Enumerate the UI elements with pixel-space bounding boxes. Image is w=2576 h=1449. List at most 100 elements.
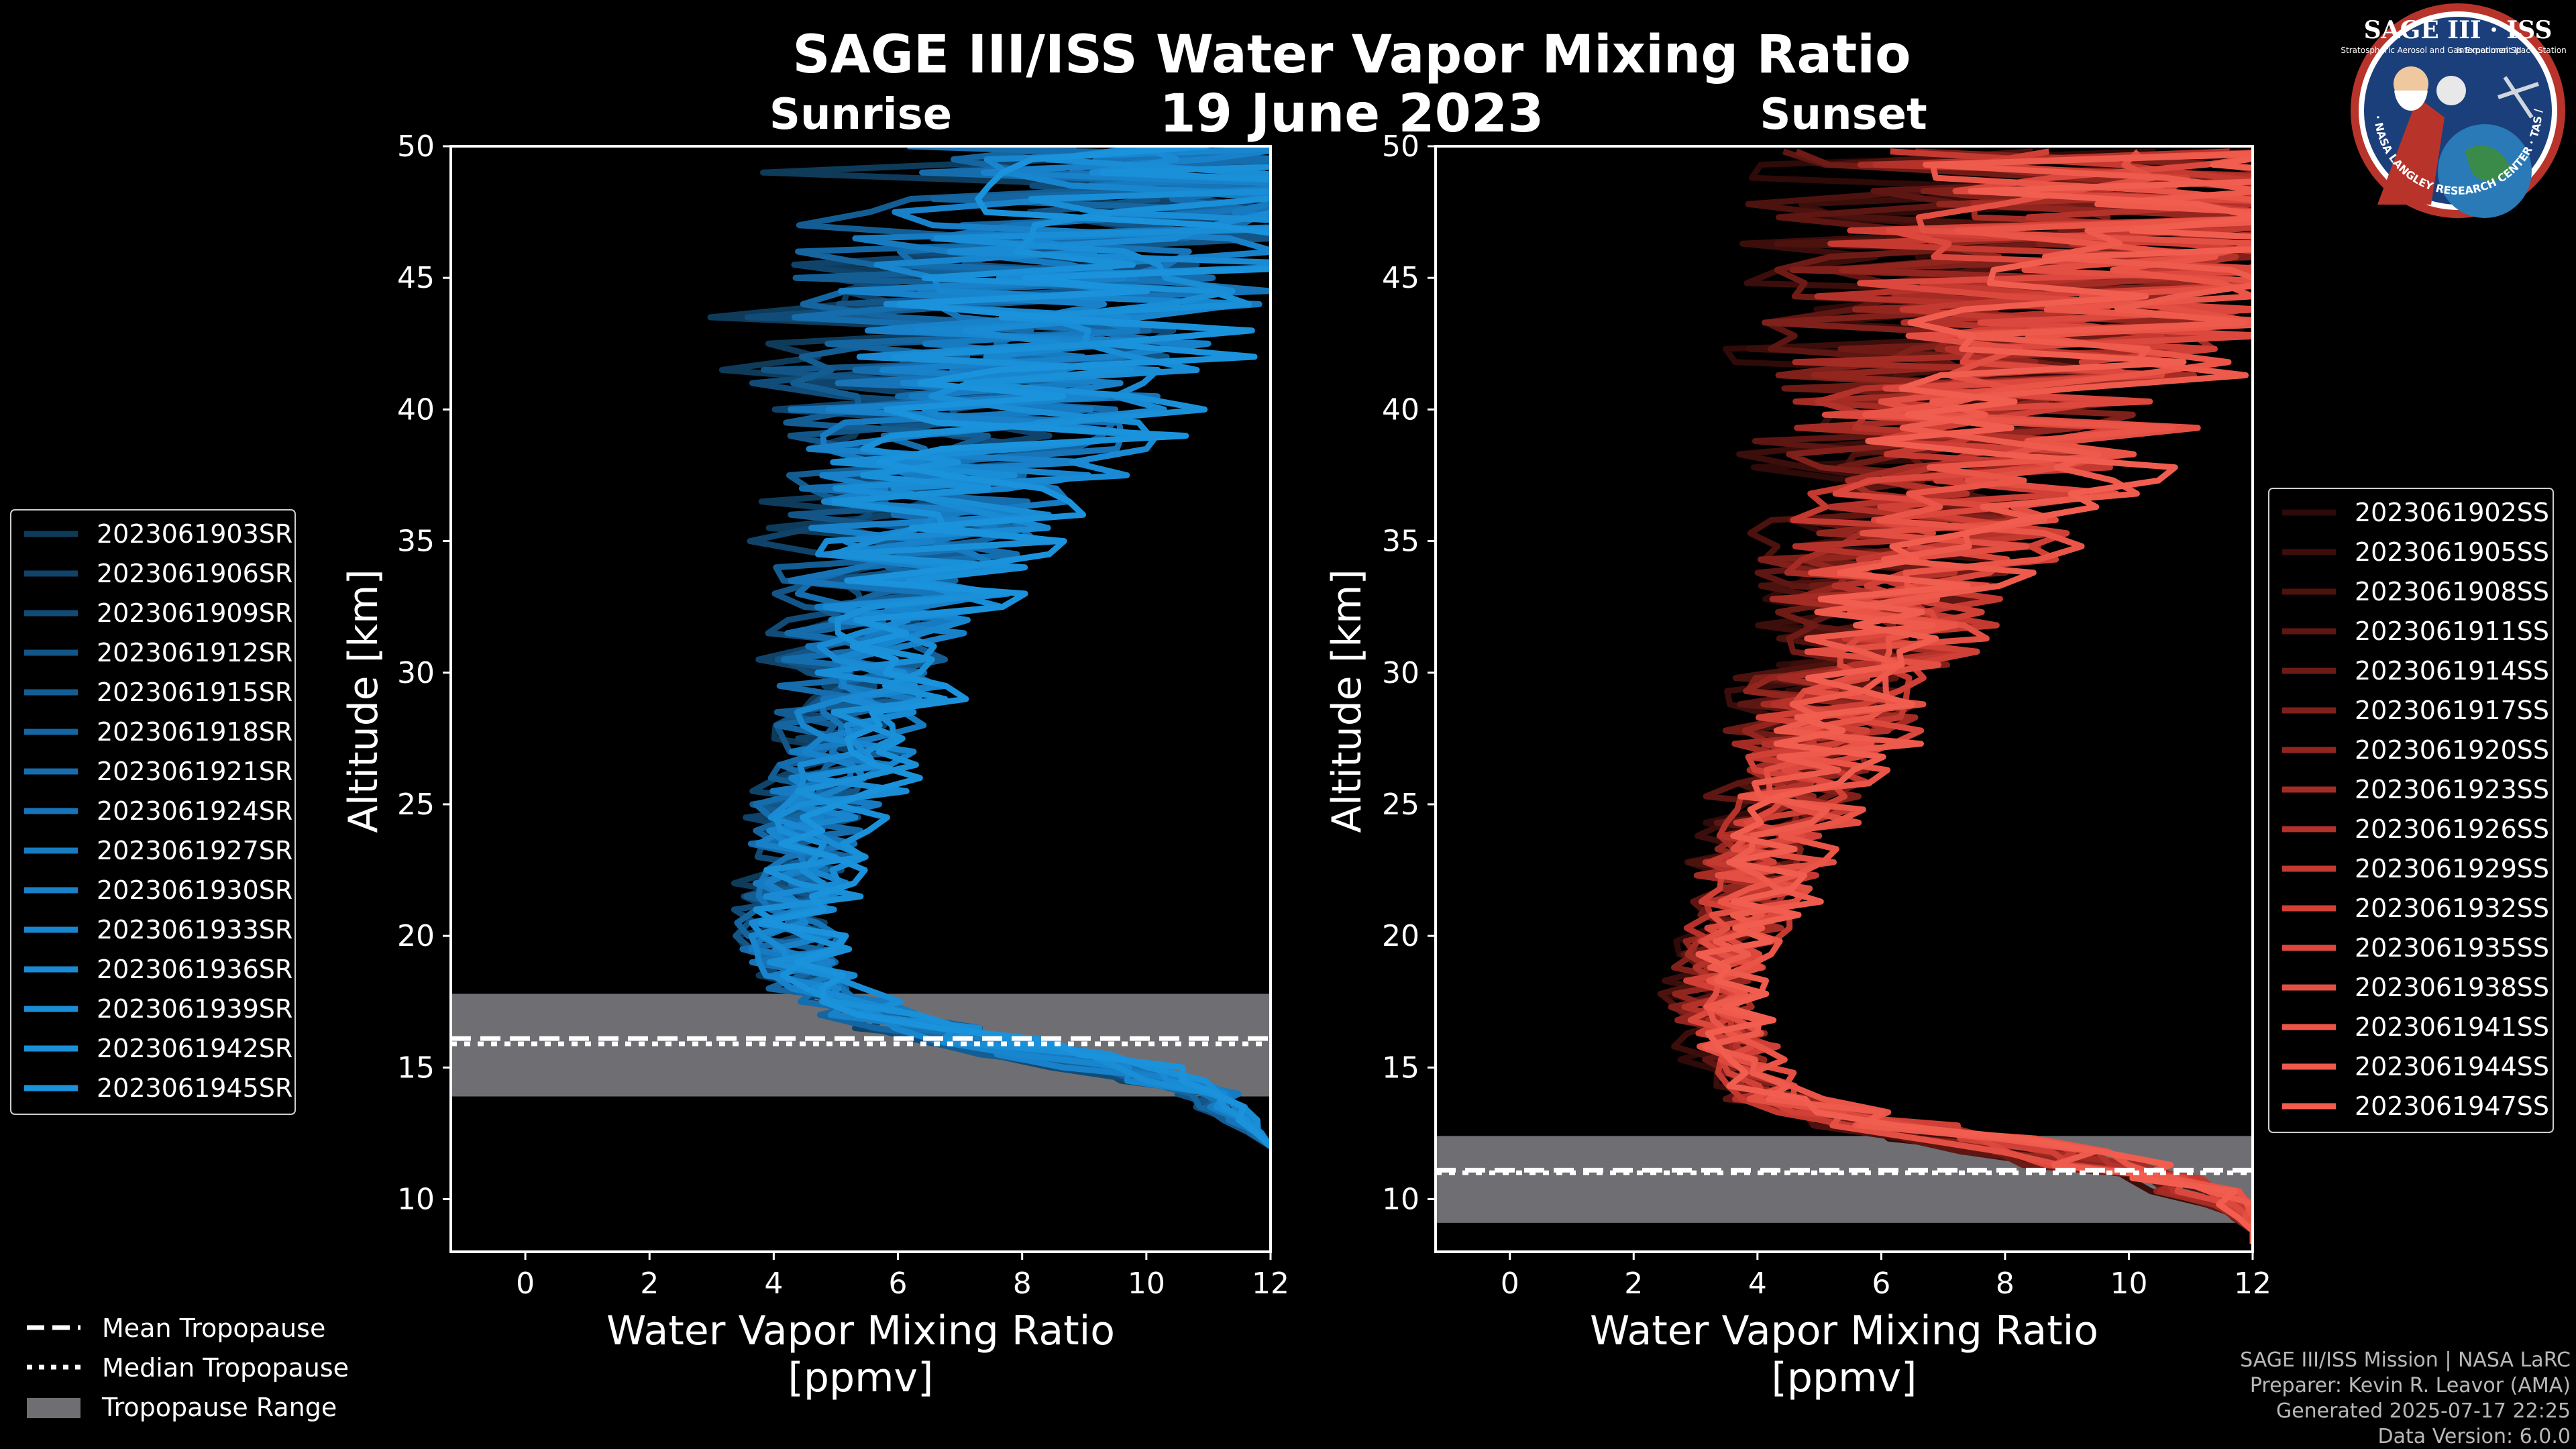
sunrise-ylabel: Altitude [km] bbox=[340, 569, 387, 833]
legend-label-2023061932SS: 2023061932SS bbox=[2355, 894, 2549, 923]
date-title: 19 June 2023 bbox=[1160, 84, 1544, 144]
legend-label-2023061918SR: 2023061918SR bbox=[97, 717, 292, 747]
panel-title-sunrise: Sunrise bbox=[769, 90, 952, 140]
mean-tropopause-label: Mean Tropopause bbox=[102, 1313, 325, 1343]
legend-label-2023061909SR: 2023061909SR bbox=[97, 598, 292, 628]
logo-moon-icon bbox=[2436, 76, 2466, 105]
legend-label-2023061908SS: 2023061908SS bbox=[2355, 577, 2549, 606]
x-tick-label: 0 bbox=[516, 1267, 535, 1301]
x-tick-label: 12 bbox=[2234, 1267, 2271, 1301]
y-tick-label: 15 bbox=[1382, 1051, 1419, 1085]
legend-label-2023061929SS: 2023061929SS bbox=[2355, 854, 2549, 883]
legend-label-2023061924SR: 2023061924SR bbox=[97, 796, 292, 826]
legend-label-2023061930SR: 2023061930SR bbox=[97, 875, 292, 905]
y-tick-label: 10 bbox=[1382, 1183, 1419, 1217]
credit-line-2: Preparer: Kevin R. Leavor (AMA) bbox=[2250, 1374, 2571, 1397]
legend-label-2023061917SS: 2023061917SS bbox=[2355, 696, 2549, 725]
sage-iii-iss-logo: SAGE III · ISS Stratospheric Aerosol and… bbox=[2341, 3, 2567, 218]
x-tick-label: 6 bbox=[889, 1267, 908, 1301]
y-tick-label: 25 bbox=[1382, 788, 1419, 822]
x-tick-label: 10 bbox=[1128, 1267, 1165, 1301]
y-tick-label: 40 bbox=[1382, 392, 1419, 427]
sunrise-panel: 0 2 4 6 8 10 12 10 15 20 25 30 35 40 45 50 Water Vapor … bbox=[340, 129, 1289, 1401]
logo-iss-icon bbox=[2498, 76, 2539, 119]
sunset-ticks: 0 2 4 6 8 10 12 10 15 20 25 30 35 40 45 50 bbox=[1382, 129, 2271, 1301]
sunset-xlabel: Water Vapor Mixing Ratio [ppmv] bbox=[1590, 1307, 2098, 1401]
figure-title: SAGE III/ISS Water Vapor Mixing Ratio bbox=[792, 25, 1911, 85]
series-line-2023061945SR bbox=[758, 146, 1271, 1149]
legend-label-2023061942SR: 2023061942SR bbox=[97, 1034, 292, 1063]
series-line-2023061947SS bbox=[1695, 156, 2253, 1244]
legend-label-2023061936SR: 2023061936SR bbox=[97, 955, 292, 984]
sunrise-axis-frame bbox=[449, 145, 1272, 1253]
x-tick-label: 0 bbox=[1501, 1267, 1519, 1301]
legend-label-2023061911SS: 2023061911SS bbox=[2355, 616, 2549, 646]
sunset-legend: 2023061902SS 2023061905SS 2023061908SS 2023… bbox=[2268, 488, 2554, 1133]
series-line-2023061944SS bbox=[1702, 151, 2253, 1244]
legend-label-2023061923SS: 2023061923SS bbox=[2355, 775, 2549, 804]
y-tick-label: 20 bbox=[397, 919, 435, 953]
sunrise-plot-area bbox=[451, 146, 1271, 1149]
y-tick-label: 50 bbox=[1382, 129, 1419, 164]
legend-label-2023061914SS: 2023061914SS bbox=[2355, 656, 2549, 686]
x-tick-label: 10 bbox=[2110, 1267, 2147, 1301]
legend-label-2023061920SS: 2023061920SS bbox=[2355, 735, 2549, 765]
legend-label-2023061906SR: 2023061906SR bbox=[97, 559, 292, 588]
series-line-2023061935SS bbox=[1687, 154, 2253, 1244]
sunset-ylabel: Altitude [km] bbox=[1324, 569, 1371, 833]
x-tick-label: 4 bbox=[764, 1267, 783, 1301]
logo-scientist-figure-icon bbox=[2377, 97, 2445, 205]
legend-label-2023061905SS: 2023061905SS bbox=[2355, 537, 2549, 567]
logo-title: SAGE III · ISS bbox=[2364, 16, 2553, 44]
x-tick-label: 8 bbox=[1996, 1267, 2015, 1301]
tropopause-range-swatch bbox=[27, 1398, 80, 1418]
tropopause-range-label: Tropopause Range bbox=[101, 1393, 337, 1422]
credits: SAGE III/ISS Mission | NASA LaRC Prepare… bbox=[2240, 1348, 2571, 1448]
tropopause-legend: Mean Tropopause Median Tropopause Tropop… bbox=[27, 1313, 349, 1422]
legend-label-2023061945SR: 2023061945SR bbox=[97, 1073, 292, 1103]
y-tick-label: 30 bbox=[397, 656, 435, 690]
logo-subtitle-1: Stratospheric Aerosol and Gas Experiment… bbox=[2341, 46, 2521, 55]
legend-label-2023061935SS: 2023061935SS bbox=[2355, 933, 2549, 963]
sunrise-ticks: 0 2 4 6 8 10 12 10 15 20 25 30 35 40 45 50 bbox=[397, 129, 1289, 1301]
tropopause-range-band bbox=[1436, 1136, 2253, 1223]
x-tick-label: 2 bbox=[1624, 1267, 1643, 1301]
median-tropopause-label: Median Tropopause bbox=[102, 1353, 349, 1383]
y-tick-label: 10 bbox=[397, 1183, 435, 1217]
x-tick-label: 12 bbox=[1252, 1267, 1289, 1301]
sunset-panel: 0 2 4 6 8 10 12 10 15 20 25 30 35 40 45 50 Water Vapor … bbox=[1324, 129, 2271, 1401]
x-tick-label: 8 bbox=[1013, 1267, 1032, 1301]
panel-title-sunset: Sunset bbox=[1760, 90, 1927, 140]
legend-label-2023061915SR: 2023061915SR bbox=[97, 678, 292, 707]
y-tick-label: 50 bbox=[397, 129, 435, 164]
y-tick-label: 45 bbox=[1382, 261, 1419, 295]
y-tick-label: 30 bbox=[1382, 656, 1419, 690]
sunset-axis-frame bbox=[1434, 145, 2254, 1253]
legend-label-2023061944SS: 2023061944SS bbox=[2355, 1052, 2549, 1081]
y-tick-label: 35 bbox=[397, 525, 435, 559]
legend-label-2023061926SS: 2023061926SS bbox=[2355, 814, 2549, 844]
sunset-plot-area bbox=[1436, 148, 2253, 1244]
y-tick-label: 40 bbox=[397, 392, 435, 427]
legend-label-2023061933SR: 2023061933SR bbox=[97, 915, 292, 945]
credit-line-1: SAGE III/ISS Mission | NASA LaRC bbox=[2240, 1348, 2571, 1372]
y-tick-label: 25 bbox=[397, 788, 435, 822]
y-tick-label: 45 bbox=[397, 261, 435, 295]
legend-label-2023061947SS: 2023061947SS bbox=[2355, 1091, 2549, 1121]
legend-label-2023061912SR: 2023061912SR bbox=[97, 638, 292, 667]
legend-label-2023061939SR: 2023061939SR bbox=[97, 994, 292, 1024]
legend-label-2023061941SS: 2023061941SS bbox=[2355, 1012, 2549, 1042]
x-tick-label: 6 bbox=[1872, 1267, 1890, 1301]
legend-label-2023061902SS: 2023061902SS bbox=[2355, 498, 2549, 527]
x-tick-label: 2 bbox=[640, 1267, 659, 1301]
sunrise-legend: 2023061903SR 2023061906SR 2023061909SR 2023… bbox=[10, 509, 296, 1115]
legend-label-2023061938SS: 2023061938SS bbox=[2355, 973, 2549, 1002]
legend-label-2023061903SR: 2023061903SR bbox=[97, 519, 292, 549]
logo-subtitle-2: International Space Station bbox=[2457, 46, 2566, 55]
y-tick-label: 20 bbox=[1382, 919, 1419, 953]
x-tick-label: 4 bbox=[1748, 1267, 1767, 1301]
legend-label-2023061921SR: 2023061921SR bbox=[97, 757, 292, 786]
legend-label-2023061927SR: 2023061927SR bbox=[97, 836, 292, 865]
credit-line-4: Data Version: 6.0.0 bbox=[2378, 1425, 2571, 1448]
